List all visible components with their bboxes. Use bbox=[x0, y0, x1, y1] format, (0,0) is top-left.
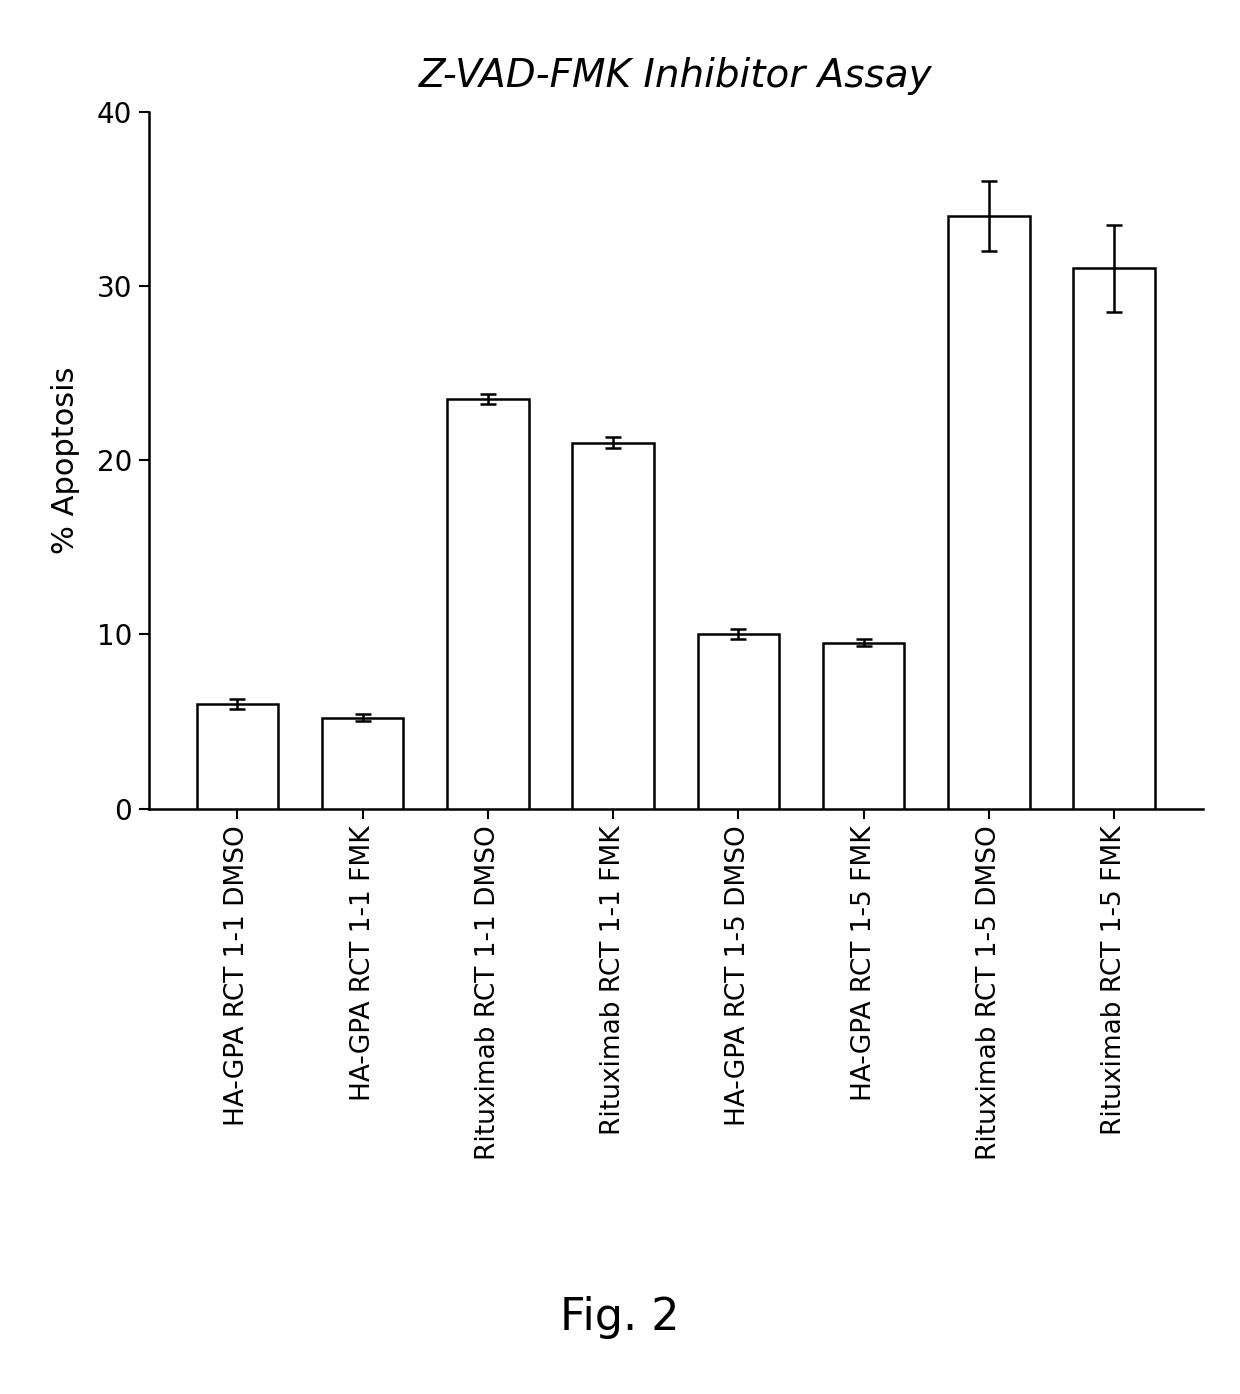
Bar bbox=[949, 216, 1029, 809]
Bar bbox=[823, 643, 904, 809]
Bar bbox=[322, 718, 403, 809]
Bar bbox=[1074, 268, 1154, 809]
Bar bbox=[448, 399, 528, 809]
Text: Fig. 2: Fig. 2 bbox=[560, 1296, 680, 1338]
Title: Z-VAD-FMK Inhibitor Assay: Z-VAD-FMK Inhibitor Assay bbox=[419, 57, 932, 95]
Bar bbox=[573, 443, 653, 809]
Bar bbox=[197, 704, 278, 809]
Y-axis label: % Apoptosis: % Apoptosis bbox=[51, 367, 79, 553]
Bar bbox=[698, 634, 779, 809]
